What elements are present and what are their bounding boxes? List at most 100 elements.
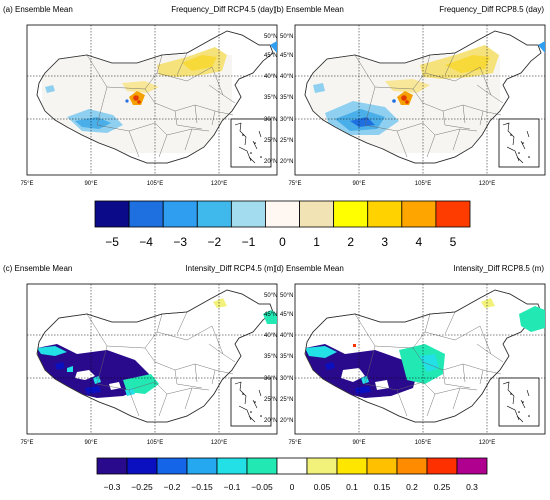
lat-tick-label: 40°N	[280, 74, 293, 80]
panel-a-title: (a) Ensemble Mean	[3, 5, 73, 14]
colorbar-intensity-swatch	[246, 457, 278, 475]
panel-b: (b) Ensemble Mean Frequency_Diff RCP8.5 …	[274, 5, 546, 187]
colorbar-frequency-label: 2	[347, 235, 354, 249]
lat-tick-label: 25°N	[280, 138, 293, 144]
colorbar-intensity-swatch	[396, 457, 428, 475]
panel-b-lat-ticks: 50°N 45°N 40°N 35°N 30°N 25°N 20°N	[264, 34, 277, 165]
colorbar-intensity-label: 0.25	[434, 482, 451, 492]
colorbar-intensity-label: 0	[290, 482, 295, 492]
lat-tick-label: 30°N	[264, 376, 277, 382]
lon-tick-label: 120°E	[211, 181, 227, 187]
panel-c: (c) Ensemble Mean Intensity_Diff RCP4.5 …	[3, 264, 278, 446]
panel-c-variable: Intensity_Diff RCP4.5 (m)	[185, 264, 276, 273]
colorbar-frequency-swatch	[401, 200, 437, 228]
lat-tick-label: 20°N	[280, 159, 293, 165]
lat-tick-label: 25°N	[280, 397, 293, 403]
panel-d-lon-ticks: 75°E 90°E 105°E 120°E	[288, 440, 495, 446]
colorbar-intensity-label: 0.2	[406, 482, 418, 492]
colorbar-intensity-label: 0.05	[314, 482, 331, 492]
lat-tick-label: 30°N	[280, 117, 293, 123]
colorbar-frequency-swatch	[299, 200, 335, 228]
lon-tick-label: 105°E	[147, 440, 163, 446]
colorbar-intensity-label: −0.15	[191, 482, 213, 492]
lat-tick-label: 45°N	[264, 312, 277, 318]
colorbar-frequency-label: −4	[139, 235, 153, 249]
panel-a-lat-ticks: 50°N 45°N 40°N 35°N 30°N 25°N 20°N	[280, 34, 293, 165]
colorbar-frequency-label: 0	[279, 235, 286, 249]
lat-tick-label: 30°N	[264, 117, 277, 123]
lon-tick-label: 120°E	[479, 181, 495, 187]
lon-tick-label: 120°E	[479, 440, 495, 446]
lon-tick-label: 90°E	[84, 181, 97, 187]
lon-tick-label: 105°E	[415, 440, 431, 446]
colorbar-intensity-label: −0.2	[164, 482, 181, 492]
lon-tick-label: 90°E	[352, 440, 365, 446]
lon-tick-label: 75°E	[20, 440, 33, 446]
colorbar-frequency-label: −1	[242, 235, 256, 249]
colorbar-frequency-label: 5	[450, 235, 457, 249]
colorbar-frequency-label: 4	[416, 235, 423, 249]
lon-tick-label: 90°E	[352, 181, 365, 187]
lat-tick-label: 35°N	[280, 95, 293, 101]
colorbar-frequency-label: −5	[105, 235, 119, 249]
colorbar-frequency-label: −3	[173, 235, 187, 249]
colorbar-frequency-swatch	[367, 200, 403, 228]
lon-tick-label: 75°E	[288, 181, 301, 187]
panel-c-lon-ticks: 75°E 90°E 105°E 120°E	[20, 440, 227, 446]
colorbar-frequency-swatch	[265, 200, 300, 228]
lon-tick-label: 105°E	[415, 181, 431, 187]
panel-a: (a) Ensemble Mean Frequency_Diff RCP4.5 …	[3, 5, 278, 187]
colorbar-intensity-swatch	[216, 457, 248, 475]
colorbar-frequency-swatch	[196, 200, 232, 228]
lat-tick-label: 35°N	[264, 95, 277, 101]
colorbar-frequency-label: 1	[313, 235, 320, 249]
lon-tick-label: 90°E	[84, 440, 97, 446]
panel-a-lon-ticks: 75°E 90°E 105°E 120°E	[20, 181, 227, 187]
lat-tick-label: 25°N	[264, 397, 277, 403]
colorbar-frequency-swatch	[162, 200, 198, 228]
colorbar-intensity-swatch	[426, 457, 458, 475]
lat-tick-label: 40°N	[264, 74, 277, 80]
colorbar-intensity-swatch	[306, 457, 338, 475]
panel-c-lat-ticks: 50°N 45°N 40°N 35°N 30°N 25°N 20°N	[280, 293, 293, 424]
colorbar-intensity-label: −0.25	[131, 482, 153, 492]
panel-b-title: (b) Ensemble Mean	[274, 5, 344, 14]
colorbar-intensity-label: −0.05	[251, 482, 273, 492]
colorbar-frequency-label: −2	[207, 235, 221, 249]
panel-d-lat-ticks: 50°N 45°N 40°N 35°N 30°N 25°N 20°N	[264, 293, 277, 424]
lat-tick-label: 35°N	[280, 354, 293, 360]
colorbar-intensity-label: 0.1	[346, 482, 358, 492]
panel-b-variable: Frequency_Diff RCP8.5 (day)	[439, 5, 544, 14]
lat-tick-label: 50°N	[280, 293, 293, 299]
colorbar-intensity-label: 0.3	[466, 482, 478, 492]
lat-tick-label: 50°N	[280, 34, 293, 40]
colorbar-intensity-swatch	[276, 457, 308, 475]
colorbar-frequency-swatch	[230, 200, 266, 228]
lat-tick-label: 40°N	[264, 333, 277, 339]
panel-d-title: (d) Ensemble Mean	[274, 264, 344, 273]
lat-tick-label: 50°N	[264, 293, 277, 299]
colorbar-frequency: −5 −4 −3 −2 −1 0 1 2 3 4 5	[94, 200, 471, 249]
panel-d: (d) Ensemble Mean Intensity_Diff RCP8.5 …	[274, 264, 546, 446]
lat-tick-label: 20°N	[280, 418, 293, 424]
colorbar-intensity-swatch	[96, 457, 128, 475]
colorbar-frequency-swatch	[435, 200, 471, 228]
lat-tick-label: 20°N	[264, 418, 277, 424]
colorbar-frequency-swatch	[94, 200, 130, 228]
lat-tick-label: 30°N	[280, 376, 293, 382]
colorbar-intensity-swatch	[156, 457, 188, 475]
colorbar-intensity-label: 0.15	[374, 482, 391, 492]
panel-b-frequency-field	[310, 45, 500, 153]
colorbar-intensity-swatch	[126, 457, 158, 475]
panel-d-variable: Intensity_Diff RCP8.5 (m)	[453, 264, 544, 273]
lat-tick-label: 50°N	[264, 34, 277, 40]
panel-b-lon-ticks: 75°E 90°E 105°E 120°E	[288, 181, 495, 187]
colorbar-intensity: −0.3 −0.25 −0.2 −0.15 −0.1 −0.05 0 0.05 0.1 0.15 0…	[96, 457, 488, 492]
panel-c-title: (c) Ensemble Mean	[3, 264, 72, 273]
colorbar-intensity-swatch	[186, 457, 218, 475]
colorbar-intensity-swatch	[366, 457, 398, 475]
lat-tick-label: 45°N	[264, 53, 277, 59]
lat-tick-label: 40°N	[280, 333, 293, 339]
colorbar-intensity-swatch	[456, 457, 488, 475]
